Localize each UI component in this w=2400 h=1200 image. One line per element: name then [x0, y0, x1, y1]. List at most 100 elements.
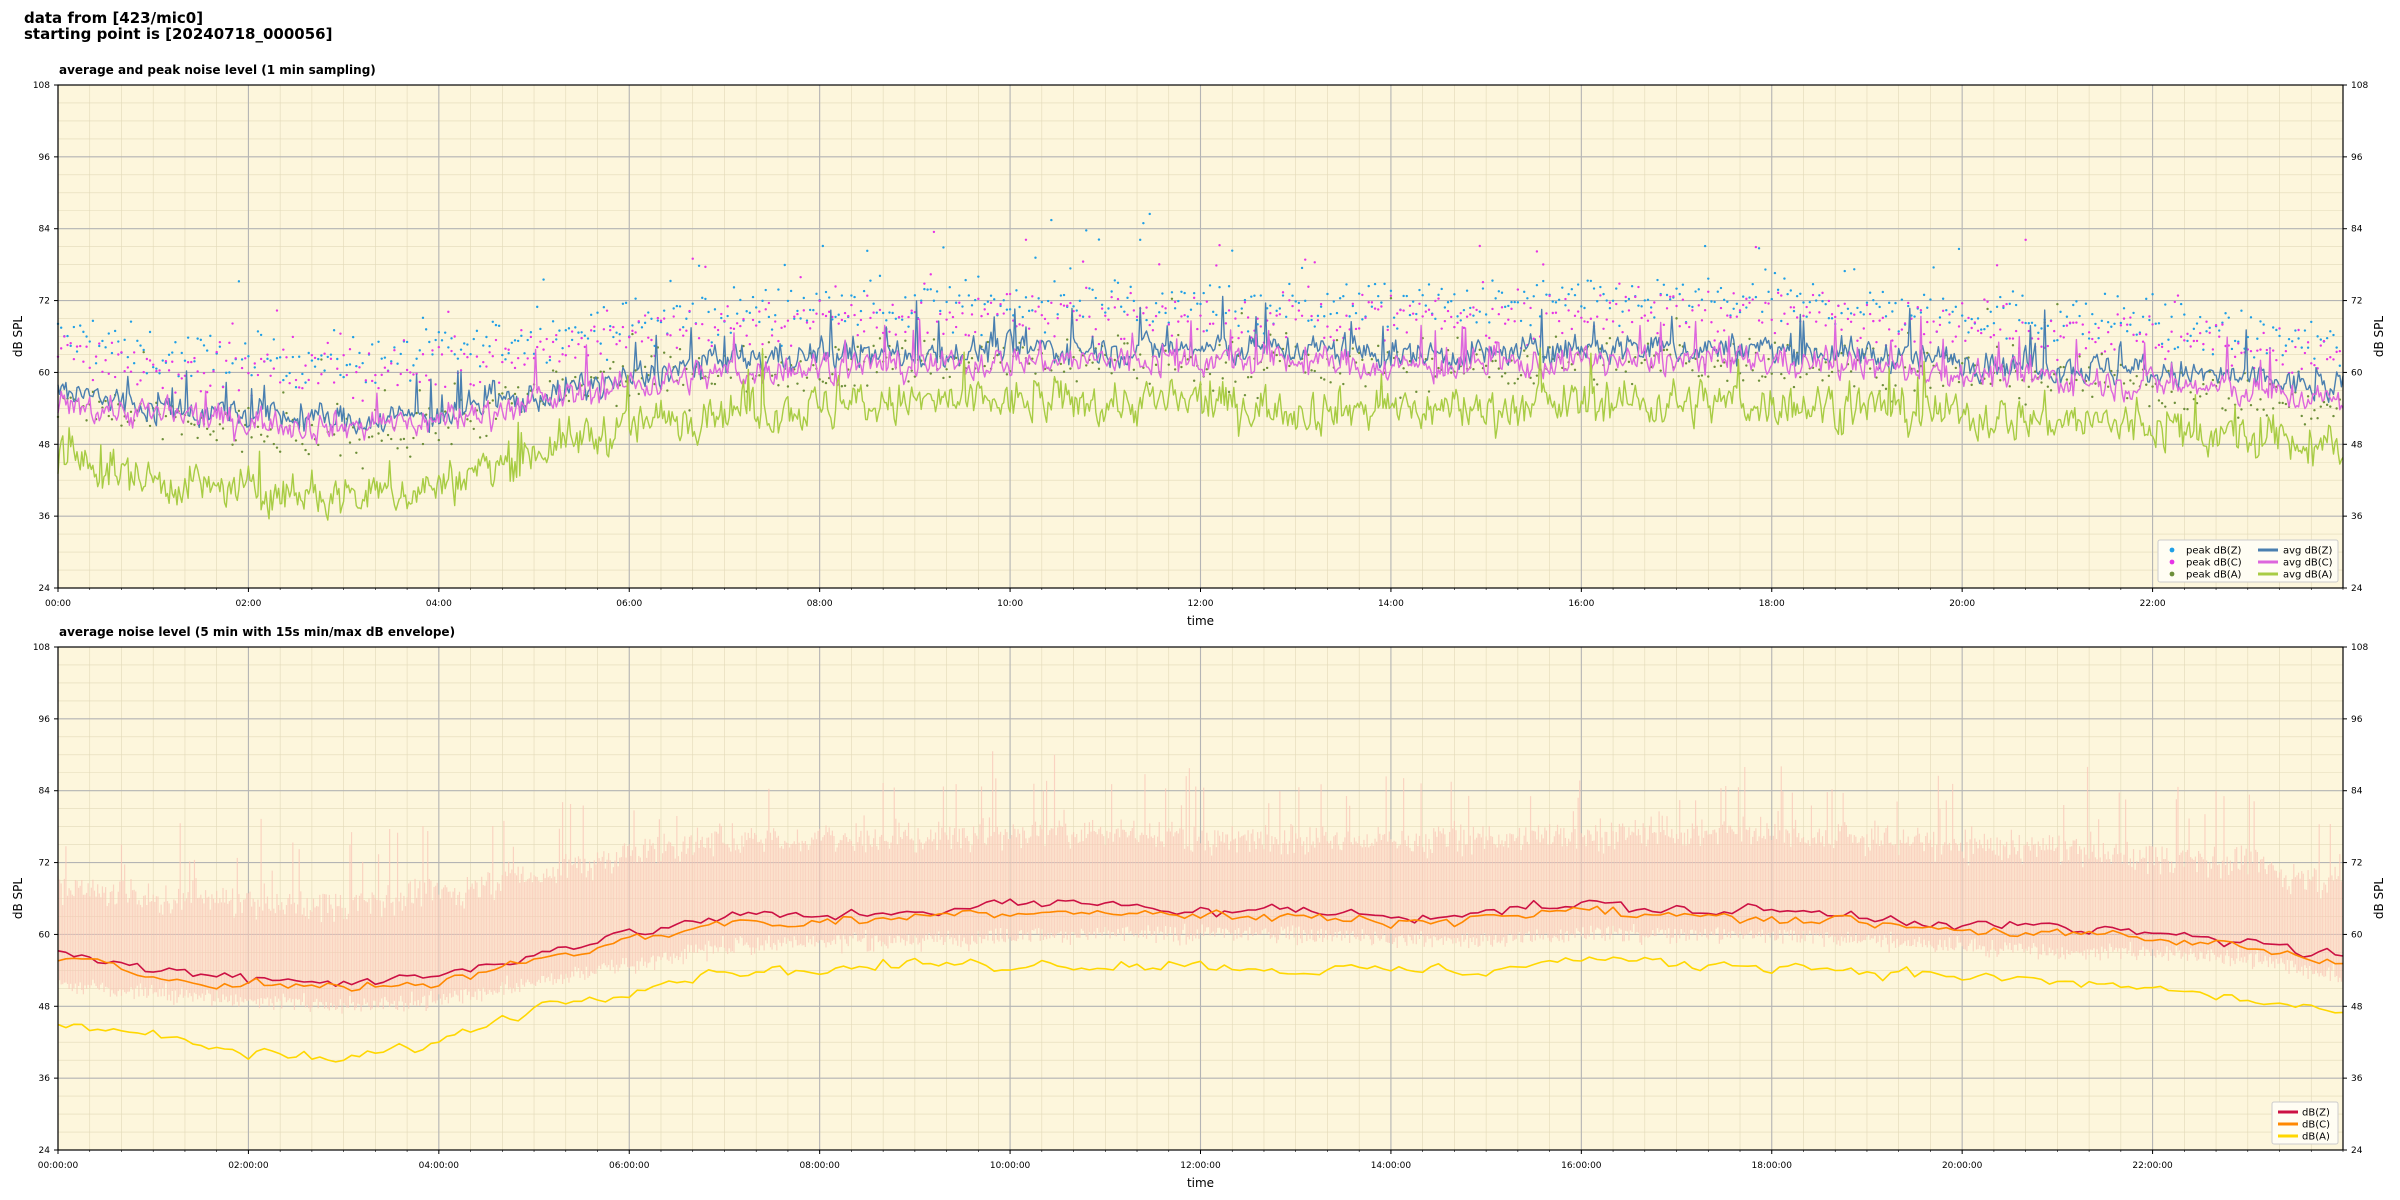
peak-point — [1503, 322, 1507, 325]
peak-point — [1729, 314, 1732, 317]
peak-point — [1707, 375, 1710, 378]
peak-point — [2078, 355, 2081, 358]
peak-point — [171, 360, 174, 363]
peak-point — [2094, 340, 2097, 344]
peak-point — [1516, 377, 1520, 381]
peak-point — [2100, 352, 2104, 356]
y-tick-label: 48 — [39, 1002, 51, 1012]
peak-point — [834, 285, 837, 288]
peak-point — [1145, 306, 1148, 309]
peak-point — [1307, 285, 1310, 288]
peak-point — [2329, 405, 2332, 408]
peak-point — [1370, 305, 1374, 308]
peak-point — [1694, 357, 1697, 361]
peak-point — [1453, 293, 1456, 296]
peak-point — [1773, 271, 1777, 275]
peak-point — [856, 333, 859, 337]
peak-point — [701, 376, 704, 380]
peak-point — [1503, 305, 1507, 309]
peak-point — [1789, 289, 1792, 292]
peak-point — [1113, 279, 1117, 282]
peak-point — [1056, 313, 1059, 316]
peak-point — [2033, 324, 2037, 327]
peak-point — [1278, 359, 1282, 363]
peak-point — [1246, 376, 1250, 379]
peak-point — [1097, 367, 1101, 371]
peak-point — [1069, 367, 1072, 370]
peak-point — [885, 319, 888, 322]
peak-point — [1891, 310, 1894, 313]
peak-point — [231, 443, 234, 446]
peak-point — [837, 313, 840, 316]
peak-point — [1386, 325, 1389, 328]
peak-point — [1764, 375, 1767, 379]
peak-point — [1373, 282, 1377, 286]
peak-point — [866, 294, 869, 297]
peak-point — [1662, 283, 1666, 286]
peak-point — [669, 334, 672, 337]
peak-point — [2141, 315, 2145, 319]
peak-point — [1697, 374, 1700, 378]
peak-point — [697, 264, 701, 268]
peak-point — [2192, 397, 2196, 401]
peak-point — [1853, 313, 1856, 316]
peak-point — [2262, 323, 2265, 326]
peak-point — [2081, 323, 2084, 326]
peak-point — [1862, 327, 1865, 330]
peak-point — [443, 385, 447, 389]
peak-point — [2097, 326, 2100, 330]
peak-point — [1605, 318, 1608, 321]
peak-point — [1443, 306, 1447, 309]
peak-point — [786, 319, 790, 322]
peak-point — [2259, 320, 2262, 323]
peak-point — [1884, 315, 1888, 318]
peak-point — [1910, 314, 1913, 317]
peak-point — [548, 380, 552, 383]
peak-point — [466, 418, 469, 421]
peak-point — [1948, 321, 1951, 324]
peak-point — [1399, 396, 1402, 399]
peak-point — [1119, 337, 1123, 341]
peak-point — [421, 316, 425, 320]
peak-point — [1675, 304, 1678, 308]
peak-point — [996, 312, 999, 316]
peak-point — [2322, 339, 2326, 343]
peak-point — [942, 332, 945, 336]
peak-point — [2091, 312, 2094, 316]
peak-point — [1246, 316, 1250, 319]
peak-point — [1148, 382, 1151, 385]
peak-point — [345, 363, 348, 367]
peak-point — [1500, 291, 1504, 294]
peak-point — [351, 396, 355, 400]
peak-point — [1034, 310, 1037, 313]
peak-point — [1713, 300, 1716, 304]
peak-point — [707, 339, 710, 342]
peak-point — [2046, 324, 2050, 328]
peak-point — [2132, 382, 2135, 385]
peak-point — [434, 383, 437, 386]
peak-point — [294, 378, 298, 382]
peak-point — [2189, 345, 2192, 348]
line-db-c- — [57, 905, 2344, 992]
peak-point — [1167, 363, 1170, 366]
peak-point — [1329, 381, 1332, 384]
peak-point — [739, 298, 742, 302]
figure-header: data from [423/mic0] starting point is [2… — [24, 10, 332, 42]
peak-point — [269, 374, 272, 377]
peak-point — [463, 342, 466, 345]
peak-point — [570, 338, 574, 342]
peak-point — [418, 349, 421, 352]
peak-point — [1189, 308, 1193, 311]
peak-point — [1380, 301, 1383, 304]
peak-point — [1884, 387, 1888, 391]
peak-point — [1472, 306, 1475, 309]
peak-point — [1741, 295, 1745, 298]
peak-point — [532, 352, 536, 356]
peak-point — [342, 375, 345, 379]
peak-point — [1827, 374, 1831, 378]
peak-point — [1062, 304, 1066, 307]
peak-point — [1748, 296, 1751, 299]
peak-point — [2056, 302, 2059, 306]
peak-point — [2081, 389, 2084, 392]
peak-point — [2173, 300, 2176, 304]
